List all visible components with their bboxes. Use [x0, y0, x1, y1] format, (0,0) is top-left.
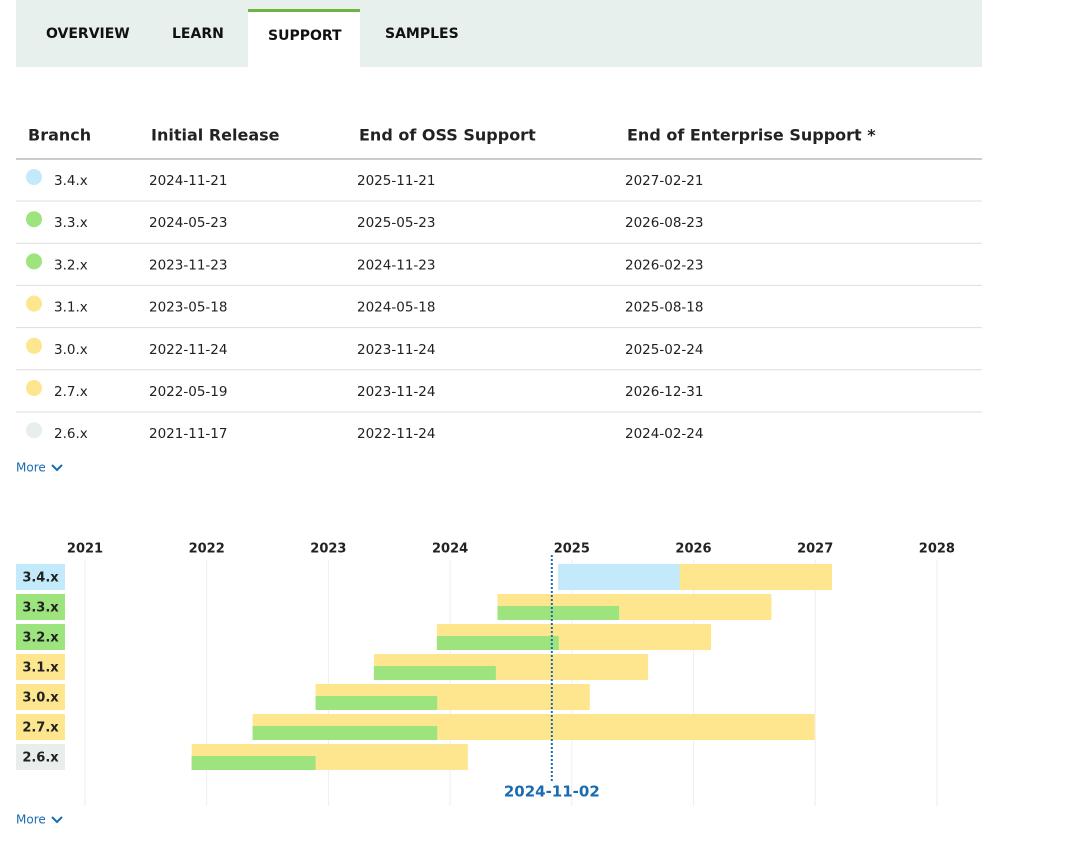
date: 2026-08-23: [625, 215, 703, 231]
year-label: 2025: [554, 542, 590, 557]
table-header: End of Enterprise Support *: [627, 126, 876, 145]
branch-label-bg: [16, 684, 65, 710]
branch: 3.0.x: [54, 342, 88, 358]
more-link[interactable]: More: [16, 461, 46, 475]
status-dot: [26, 337, 42, 354]
branch: 2.6.x: [54, 426, 88, 442]
year-label: 2024: [432, 542, 468, 557]
date: 2022-05-19: [149, 384, 227, 400]
date: 2024-02-24: [625, 426, 703, 442]
date: 2025-08-18: [625, 300, 703, 316]
date: 2023-11-24: [357, 342, 435, 358]
branch-label: 3.0.x: [22, 691, 59, 706]
table-header: Initial Release: [151, 126, 280, 145]
branch: 3.2.x: [54, 257, 88, 273]
branch: 2.7.x: [54, 384, 88, 400]
year-label: 2026: [675, 542, 711, 557]
date: 2022-11-24: [357, 426, 435, 442]
branch-label-bg: [16, 594, 65, 620]
branch-label: 2.7.x: [22, 721, 59, 736]
branch-label-bg: [16, 744, 65, 770]
branch-label: 3.2.x: [22, 631, 59, 646]
branch: 3.1.x: [54, 300, 88, 316]
date: 2023-11-23: [149, 257, 227, 273]
active-tab: [248, 9, 360, 67]
date: 2023-05-18: [149, 300, 227, 316]
date: 2025-11-21: [357, 173, 435, 189]
branch: 3.3.x: [54, 215, 88, 231]
year-label: 2022: [189, 542, 225, 557]
chevron: [51, 464, 63, 472]
status-dot: [26, 295, 42, 312]
branch-label-bg: [16, 564, 65, 590]
date: 2021-11-17: [149, 426, 227, 442]
year-label: 2021: [67, 542, 103, 557]
date: 2025-05-23: [357, 215, 435, 231]
year-label: 2027: [797, 542, 833, 557]
date: 2024-05-23: [149, 215, 227, 231]
oss-bar: [436, 636, 559, 650]
date: 2022-11-24: [149, 342, 227, 358]
branch-label-bg: [16, 624, 65, 650]
branch-label: 3.4.x: [22, 571, 59, 586]
date: 2025-02-24: [625, 342, 703, 358]
table-header: Branch: [28, 126, 91, 145]
oss-bar: [497, 606, 620, 620]
branch-label: 3.1.x: [22, 661, 59, 676]
branch-label-bg: [16, 654, 65, 680]
branch-label: 3.3.x: [22, 601, 59, 616]
status-dot: [26, 211, 42, 228]
year-label: 2028: [919, 542, 955, 557]
date: 2024-05-18: [357, 300, 435, 316]
date: 2024-11-23: [357, 257, 435, 273]
status-dot: [26, 380, 42, 396]
status-dot: [26, 422, 42, 439]
date: 2024-11-21: [149, 173, 227, 189]
tab[interactable]: SUPPORT: [268, 28, 342, 44]
oss-bar: [373, 666, 496, 680]
date: 2023-11-24: [357, 384, 435, 400]
tab-bar: [16, 0, 982, 67]
chevron: [51, 816, 63, 824]
active-tab-indicator: [248, 9, 360, 12]
branch: 3.4.x: [54, 173, 88, 189]
status-dot: [26, 169, 42, 185]
table-header: End of OSS Support: [359, 126, 536, 145]
future-bar: [558, 564, 680, 590]
oss-bar: [191, 756, 316, 770]
tab[interactable]: OVERVIEW: [46, 26, 130, 42]
branch-label-bg: [16, 714, 65, 740]
status-dot: [26, 253, 42, 270]
date: 2027-02-21: [625, 173, 703, 189]
oss-bar: [252, 726, 438, 740]
oss-bar: [315, 696, 438, 710]
tab[interactable]: SAMPLES: [385, 26, 459, 42]
year-label: 2023: [310, 542, 346, 557]
more-link[interactable]: More: [16, 813, 46, 827]
branch-label: 2.6.x: [22, 751, 59, 766]
date: 2026-12-31: [625, 384, 703, 400]
tab[interactable]: LEARN: [172, 26, 224, 42]
date: 2026-02-23: [625, 257, 703, 273]
today-label: 2024-11-02: [504, 783, 600, 801]
